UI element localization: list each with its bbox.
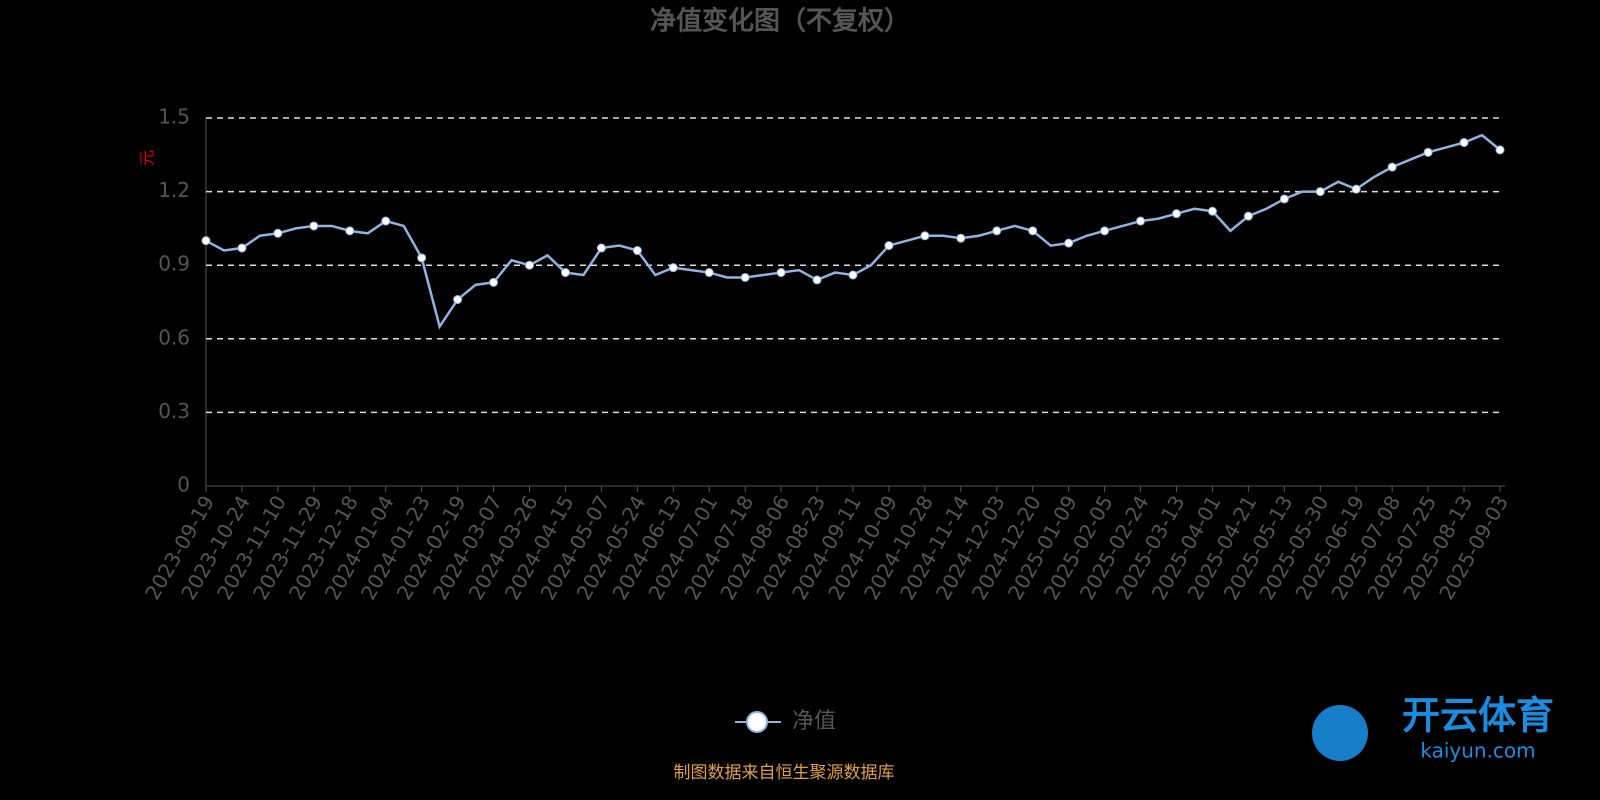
y-tick-label: 1.5 <box>158 105 190 129</box>
point-marker <box>1423 147 1433 157</box>
point-marker <box>453 295 463 305</box>
y-axis-label: 元 <box>138 150 157 166</box>
point-marker <box>1459 138 1469 148</box>
legend-marker <box>746 711 768 733</box>
point-marker <box>1172 209 1181 219</box>
point-marker <box>1279 194 1289 204</box>
chart-title: 净值变化图（不复权） <box>650 6 910 37</box>
point-marker <box>381 216 391 226</box>
y-tick-label: 0.6 <box>158 325 190 349</box>
point-marker <box>201 236 211 246</box>
point-marker <box>1351 184 1361 194</box>
point-marker <box>1028 226 1038 236</box>
point-marker <box>560 268 570 278</box>
source-note: 制图数据来自恒生聚源数据库 <box>674 763 895 783</box>
point-marker <box>1315 187 1325 197</box>
point-marker <box>1100 226 1110 236</box>
point-marker <box>273 228 283 238</box>
watermark-name: 开云体育 <box>1402 694 1554 738</box>
series-line <box>205 133 1501 330</box>
point-marker <box>848 270 858 280</box>
point-marker <box>884 241 894 251</box>
point-marker <box>812 275 822 285</box>
y-tick-label: 1.2 <box>158 178 190 202</box>
point-marker <box>1387 162 1397 172</box>
point-marker <box>1207 206 1217 216</box>
logo-icon <box>1312 705 1368 761</box>
point-marker <box>1064 238 1074 248</box>
point-marker <box>704 268 714 278</box>
y-tick-label: 0.3 <box>158 399 190 423</box>
point-marker <box>920 231 930 241</box>
point-marker <box>417 253 427 263</box>
point-marker <box>489 277 499 287</box>
y-tick-label: 0.9 <box>158 252 190 276</box>
y-tick-label: 0 <box>177 473 190 497</box>
point-marker <box>345 226 355 236</box>
point-marker <box>632 245 642 255</box>
point-marker <box>1495 145 1505 155</box>
point-marker <box>237 243 247 253</box>
point-marker <box>1136 216 1146 226</box>
point-marker <box>956 233 966 243</box>
point-marker <box>309 221 319 231</box>
legend-label[interactable]: 净值 <box>792 709 836 734</box>
point-marker <box>1243 211 1253 221</box>
point-marker <box>668 263 678 273</box>
point-marker <box>740 272 750 282</box>
point-marker <box>776 268 786 278</box>
point-marker <box>596 243 606 253</box>
point-marker <box>525 260 534 270</box>
watermark-site: kaiyun.com <box>1420 739 1535 763</box>
point-marker <box>992 226 1002 236</box>
